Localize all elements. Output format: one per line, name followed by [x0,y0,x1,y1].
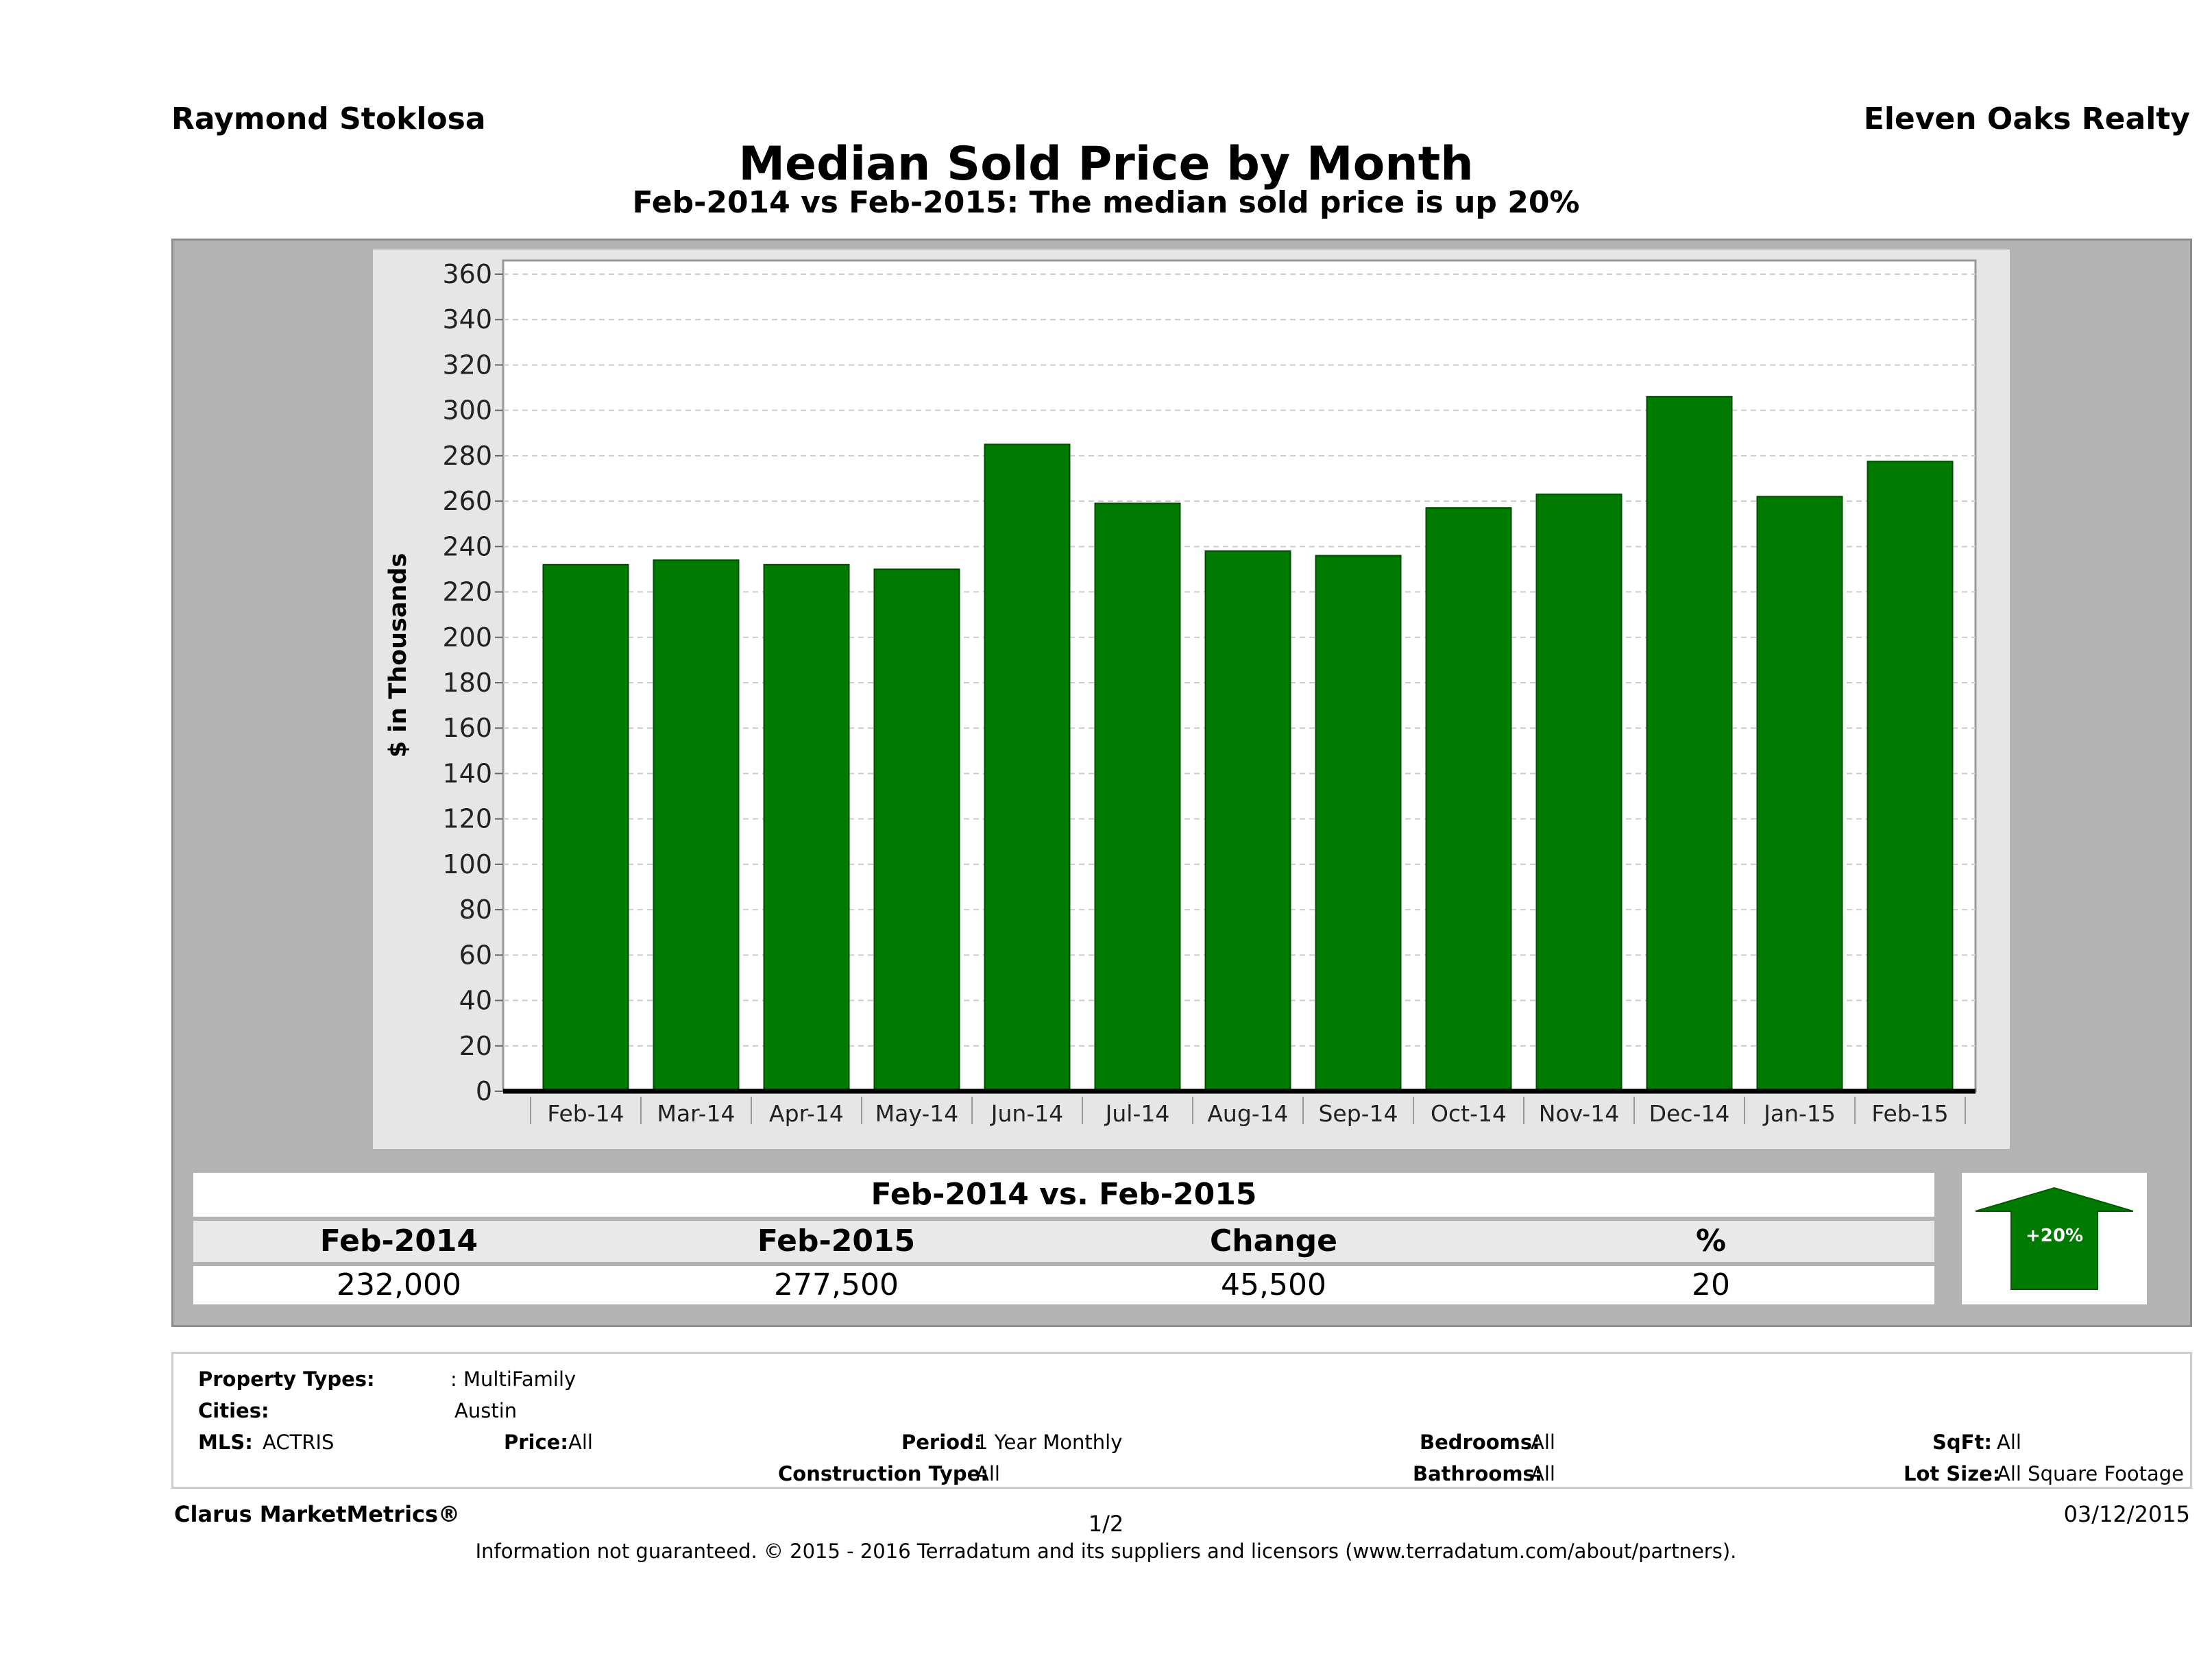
company-name: Eleven Oaks Realty [1863,101,2190,136]
y-tick-label: 160 [442,713,492,743]
y-axis-ticks: 0 20 40 60 80 100 120 140 160 180 200 220 240 260 280 3… [442,259,503,1106]
x-axis-ticks: Feb-14 Mar-14 Apr-14 May-14 Jun-14 Jul-14 Aug-… [503,1089,1976,1127]
bar-chart: 0 20 40 60 80 100 120 140 160 180 200 220 240 260 280 3… [373,250,2010,1149]
chart-title: Median Sold Price by Month [738,137,1474,191]
summary-value-percent: 20 [1692,1267,1730,1302]
construction-type-value: All [975,1462,1000,1485]
bar-mar-14 [653,559,740,1092]
x-tick-label: Jan-15 [1762,1100,1836,1127]
footer-brand: Clarus MarketMetrics® [174,1501,461,1527]
bar-may-14 [873,568,960,1092]
y-tick-label: 40 [459,986,492,1016]
bathrooms-label: Bathrooms: [1413,1462,1543,1485]
y-tick-label: 340 [442,304,492,335]
y-tick-label: 200 [442,622,492,653]
lot-size-value: All Square Footage [1997,1462,2185,1485]
x-tick-label: Jul-14 [1104,1100,1170,1127]
sqft-label: SqFt: [1932,1431,1992,1454]
bathrooms-value: All [1531,1462,1555,1485]
y-tick-label: 240 [442,531,492,561]
bedrooms-label: Bedrooms: [1420,1431,1540,1454]
summary-value-feb2014: 232,000 [337,1267,461,1302]
bar-sep-14 [1315,555,1402,1093]
disclaimer: Information not guaranteed. © 2015 - 201… [475,1540,1737,1563]
price-label: Price: [504,1431,568,1454]
y-axis-label: $ in Thousands [385,553,412,758]
price-value: All [568,1431,593,1454]
cities-value: Austin [454,1399,518,1422]
grid-lines [503,273,1976,1047]
y-tick-label: 20 [459,1031,492,1061]
change-badge: +20% [1962,1173,2147,1304]
x-tick-label: Sep-14 [1318,1100,1398,1127]
change-badge-label: +20% [2026,1226,2083,1246]
bedrooms-value: All [1531,1431,1555,1454]
summary-header-feb2015: Feb-2015 [757,1224,916,1258]
y-tick-label: 0 [476,1076,492,1106]
y-tick-label: 300 [442,396,492,426]
summary-header-percent: % [1695,1224,1727,1258]
x-tick-label: Oct-14 [1431,1100,1507,1127]
filter-criteria: Property Types: : MultiFamily Cities: Au… [171,1352,2192,1489]
x-tick-label: May-14 [875,1100,959,1127]
bar-jan-15 [1756,496,1843,1092]
x-tick-label: Feb-14 [547,1100,624,1127]
y-tick-label: 80 [459,895,492,925]
summary-header-feb2014: Feb-2014 [319,1224,478,1258]
y-tick-label: 180 [442,668,492,698]
cities-label: Cities: [198,1399,269,1422]
sqft-value: All [1997,1431,2021,1454]
bar-oct-14 [1425,507,1512,1092]
report-date: 03/12/2015 [2063,1501,2190,1527]
x-tick-label: Nov-14 [1539,1100,1619,1127]
summary-value-feb2015: 277,500 [774,1267,899,1302]
x-tick-label: Jun-14 [990,1100,1063,1127]
y-tick-label: 220 [442,577,492,607]
bar-dec-14 [1646,396,1733,1093]
summary-header-row: Feb-2014 Feb-2015 Change % [193,1221,1934,1262]
bar-feb-15 [1867,461,1954,1092]
y-tick-label: 320 [442,350,492,380]
x-tick-label: Mar-14 [657,1100,735,1127]
mls-label: MLS: [198,1431,253,1454]
x-tick-label: Dec-14 [1649,1100,1730,1127]
construction-type-label: Construction Type: [778,1462,988,1485]
summary-value-change: 45,500 [1221,1267,1326,1302]
up-arrow-icon: +20% [1975,1187,2134,1290]
bar-jun-14 [984,443,1071,1093]
y-tick-label: 260 [442,486,492,516]
summary-title: Feb-2014 vs. Feb-2015 [193,1173,1934,1217]
y-tick-label: 360 [442,259,492,289]
bar-aug-14 [1204,550,1291,1092]
property-types-label: Property Types: [198,1367,375,1391]
y-tick-label: 140 [442,758,492,788]
property-types-value: : MultiFamily [450,1367,576,1391]
mls-value: ACTRIS [263,1431,335,1454]
bar-nov-14 [1535,494,1622,1092]
bars [542,396,1954,1093]
lot-size-label: Lot Size: [1904,1462,2001,1485]
page-number: 1/2 [1088,1511,1124,1537]
y-tick-label: 120 [442,804,492,834]
y-tick-label: 280 [442,441,492,471]
x-tick-label: Feb-15 [1871,1100,1948,1127]
period-value: 1 Year Monthly [975,1431,1123,1454]
bar-apr-14 [763,563,850,1093]
summary-value-row: 232,000 277,500 45,500 20 [193,1266,1934,1304]
x-tick-label: Aug-14 [1207,1100,1288,1127]
y-tick-label: 60 [459,940,492,970]
summary-header-change: Change [1210,1224,1337,1258]
agent-name: Raymond Stoklosa [171,101,486,136]
bar-jul-14 [1094,502,1181,1092]
period-label: Period: [901,1431,982,1454]
y-tick-label: 100 [442,849,492,879]
chart-subtitle: Feb-2014 vs Feb-2015: The median sold pr… [632,185,1580,220]
x-tick-label: Apr-14 [769,1100,844,1127]
bar-feb-14 [542,563,629,1093]
